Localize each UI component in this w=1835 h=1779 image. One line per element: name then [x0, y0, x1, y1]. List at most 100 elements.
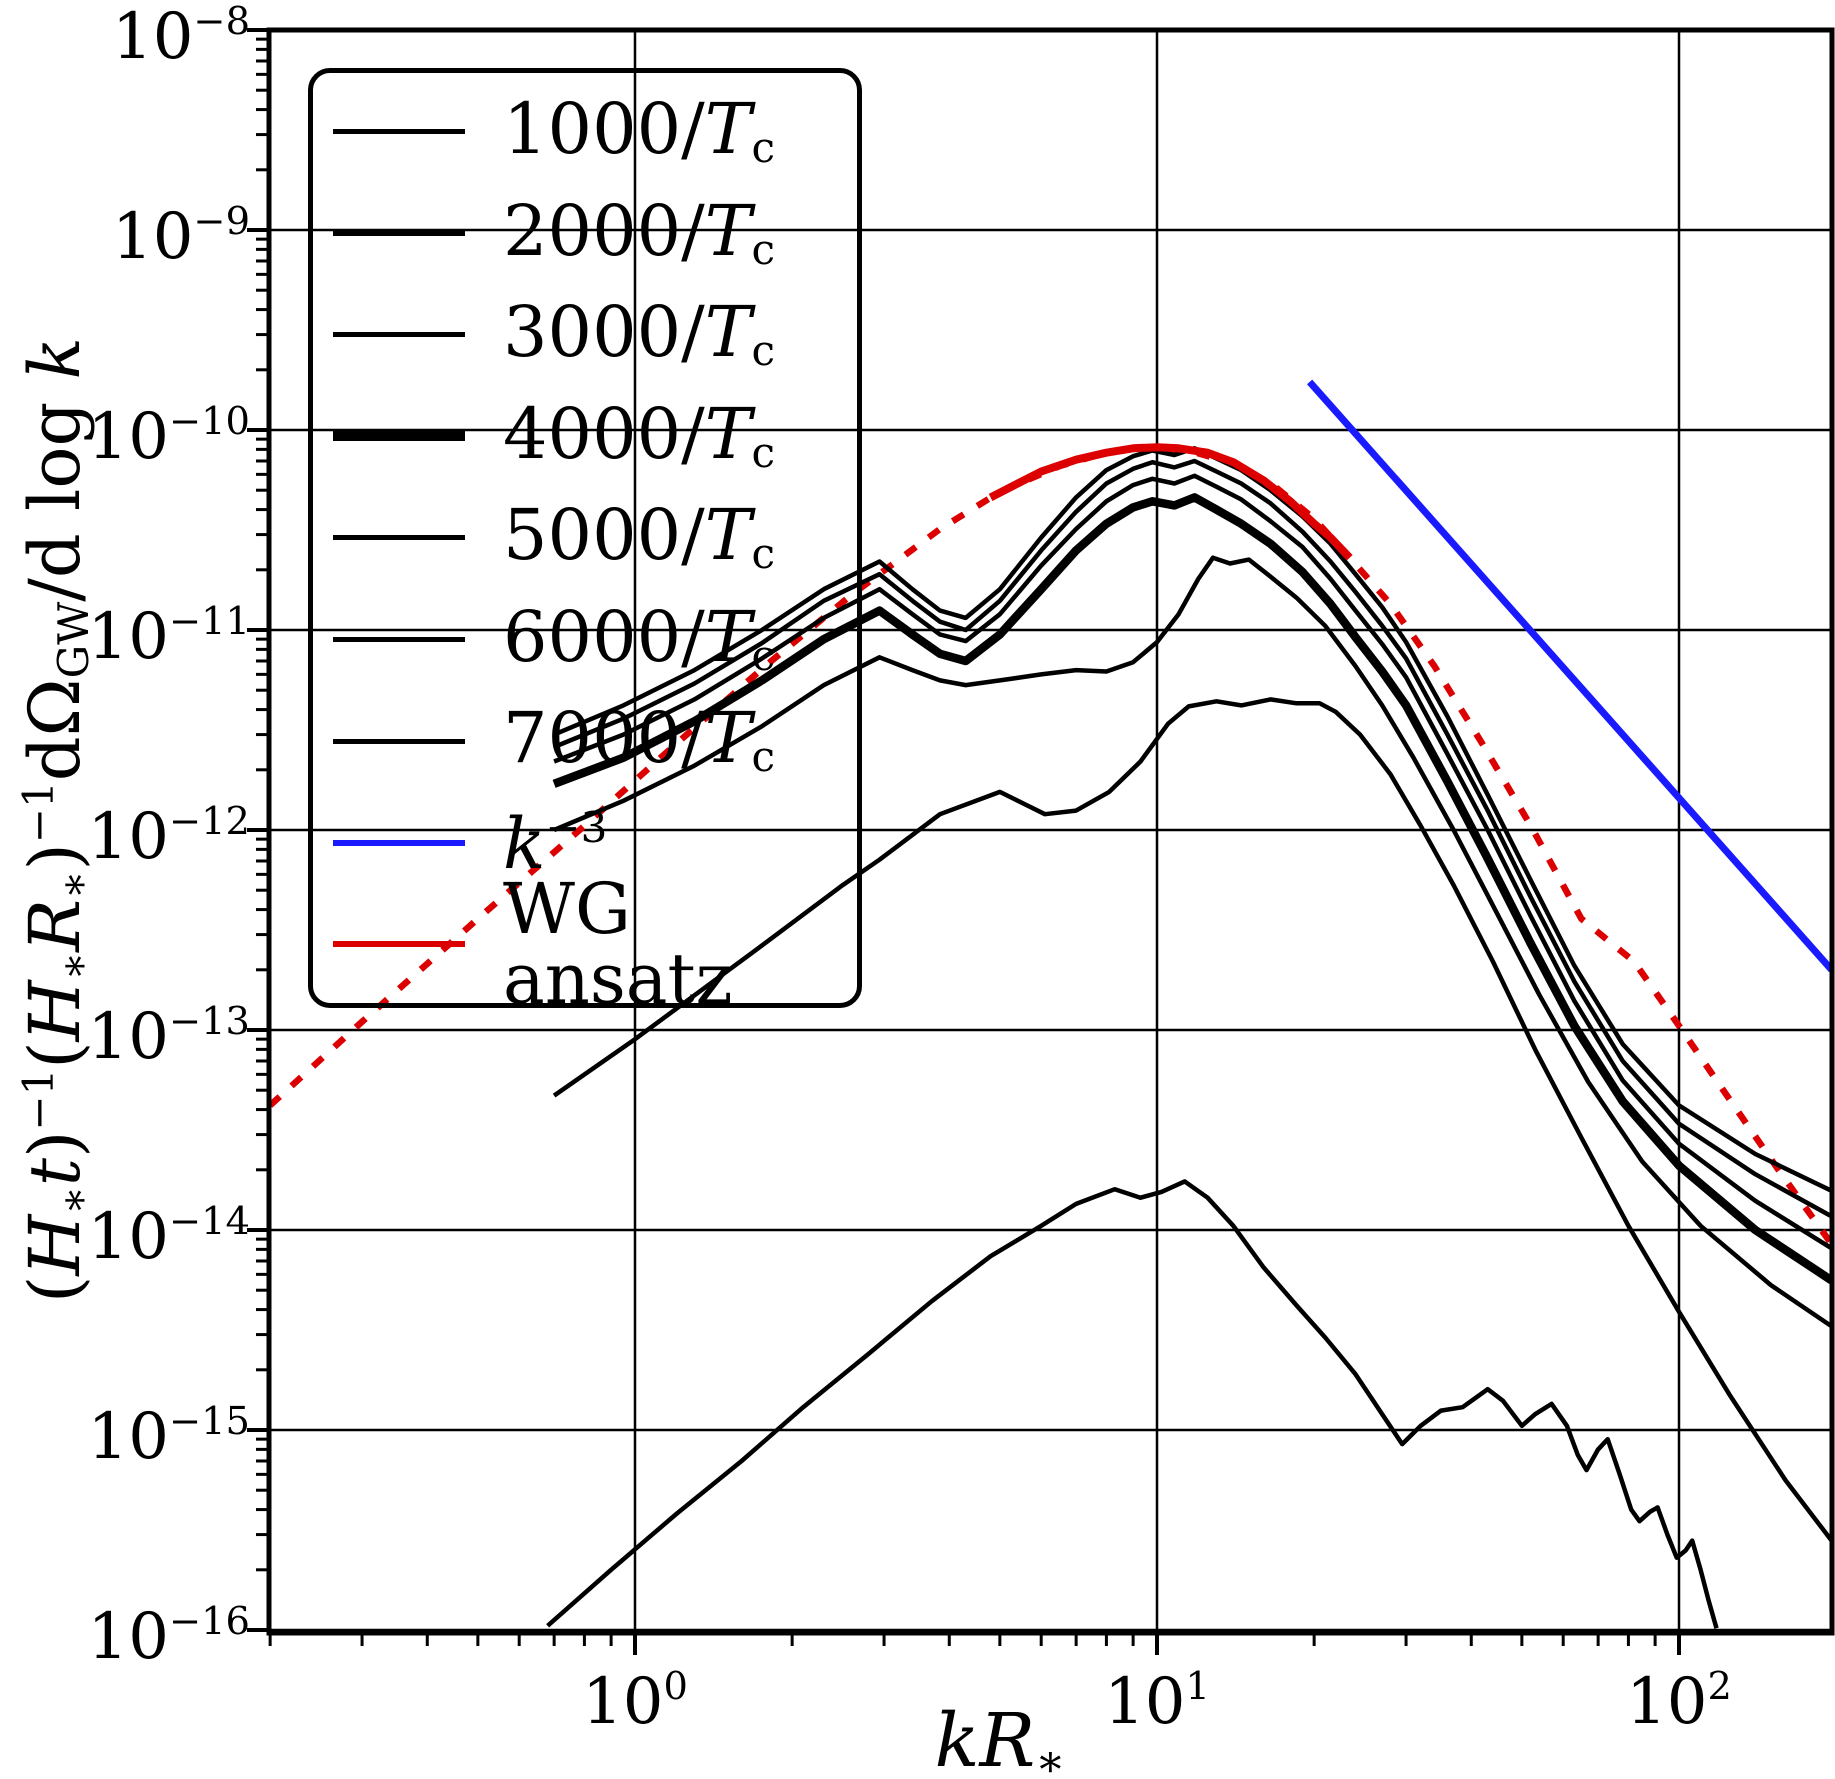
- math-segment: t: [13, 1157, 96, 1187]
- tick-base: 10: [87, 399, 169, 474]
- legend-item-2000Tc: 2000/Tc: [313, 187, 857, 279]
- y-tick-label-1e−14: 10−14: [0, 1202, 250, 1268]
- math-segment: T: [704, 595, 752, 678]
- y-tick-label-1e−12: 10−12: [0, 802, 250, 868]
- math-segment: c: [751, 326, 775, 376]
- math-segment: c: [751, 631, 775, 681]
- math-segment: c: [751, 224, 775, 274]
- tick-exp: −9: [193, 199, 250, 245]
- legend-item-3000Tc: 3000/Tc: [313, 289, 857, 381]
- math-segment: T: [704, 697, 752, 780]
- math-segment: T: [704, 88, 752, 171]
- y-tick-label-1e−9: 10−9: [0, 202, 250, 268]
- legend-label-1000Tc: 1000/Tc: [503, 94, 775, 169]
- legend-line-sample-1000Tc: [333, 129, 465, 135]
- math-segment: 2000/: [503, 189, 705, 272]
- legend-label-5000Tc: 5000/Tc: [503, 500, 775, 575]
- math-segment: R: [979, 1698, 1036, 1779]
- curve-t5000: [553, 473, 1832, 1251]
- legend-item-k-3: k−3: [313, 797, 857, 889]
- tick-base: 10: [87, 799, 169, 874]
- math-segment: c: [751, 428, 775, 478]
- tick-exp: −11: [168, 599, 250, 645]
- math-segment: c: [751, 529, 775, 579]
- math-segment: 7000/: [503, 697, 705, 780]
- legend-line-sample-2000Tc: [333, 230, 465, 236]
- math-segment: T: [704, 291, 752, 374]
- curve-t2000: [552, 697, 1832, 1542]
- math-segment: ∗: [49, 870, 99, 900]
- tick-exp: −10: [168, 399, 250, 445]
- x-tick-label-1e1: 101: [1104, 1667, 1210, 1733]
- legend-line-sample-k-3: [333, 839, 465, 846]
- math-segment: ): [13, 1130, 96, 1158]
- math-segment: T: [704, 189, 752, 272]
- y-tick-label-1e−13: 10−13: [0, 1002, 250, 1068]
- math-segment: 6000/: [503, 595, 705, 678]
- math-segment: 1000/: [503, 88, 705, 171]
- legend-line-sample-WG-ansatz: [333, 941, 465, 948]
- math-segment: WG ansatz: [503, 868, 733, 1021]
- legend-line-sample-3000Tc: [333, 332, 465, 338]
- legend-label-k-3: k−3: [503, 806, 607, 879]
- legend-item-1000Tc: 1000/Tc: [313, 86, 857, 178]
- tick-base: 10: [111, 0, 194, 74]
- tick-exp: −14: [168, 1199, 250, 1245]
- axis-ticks: [247, 28, 1681, 1655]
- tick-base: 10: [87, 1399, 169, 1474]
- curve-t3000: [553, 555, 1832, 1329]
- tick-base: 10: [87, 999, 169, 1074]
- tick-exp: −12: [168, 799, 250, 845]
- legend-item-6000Tc: 6000/Tc: [313, 594, 857, 686]
- tick-exp: −8: [193, 0, 250, 45]
- y-tick-label-1e−16: 10−16: [0, 1602, 250, 1668]
- curve-t6000: [553, 458, 1832, 1219]
- math-segment: ∗: [1035, 1735, 1066, 1779]
- curves: [269, 379, 1832, 1629]
- legend-label-4000Tc: 4000/Tc: [503, 399, 775, 474]
- math-segment: T: [704, 392, 752, 475]
- math-segment: c: [751, 732, 775, 782]
- legend-label-WG-ansatz: WG ansatz: [503, 874, 857, 1014]
- y-tick-label-1e−10: 10−10: [0, 402, 250, 468]
- gridlines: [269, 30, 1832, 1633]
- math-segment: 3000/: [503, 291, 705, 374]
- legend-item-7000Tc: 7000/Tc: [313, 695, 857, 787]
- legend-label-3000Tc: 3000/Tc: [503, 297, 775, 372]
- tick-exp: −13: [168, 999, 250, 1045]
- math-segment: (: [13, 1275, 96, 1303]
- tick-base: 10: [1104, 1664, 1186, 1739]
- legend-label-6000Tc: 6000/Tc: [503, 602, 775, 677]
- legend-label-7000Tc: 7000/Tc: [503, 703, 775, 778]
- math-segment: k: [13, 337, 96, 380]
- legend-label-2000Tc: 2000/Tc: [503, 196, 775, 271]
- legend-item-5000Tc: 5000/Tc: [313, 492, 857, 584]
- tick-exp: 1: [1185, 1664, 1210, 1709]
- math-segment: ∗: [49, 951, 99, 981]
- math-segment: R: [13, 899, 96, 952]
- legend-line-sample-6000Tc: [333, 637, 465, 642]
- tick-base: 10: [1626, 1664, 1708, 1739]
- math-segment: dΩ: [13, 678, 96, 782]
- tick-base: 10: [87, 1199, 169, 1274]
- curve-k_minus_3: [1306, 379, 1832, 973]
- tick-base: 10: [87, 1599, 169, 1674]
- y-tick-label-1e−15: 10−15: [0, 1402, 250, 1468]
- legend-line-sample-4000Tc: [333, 431, 465, 442]
- curve-wg_ansatz_solid: [988, 443, 1353, 561]
- math-segment: c: [751, 123, 775, 173]
- math-segment: 4000/: [503, 392, 705, 475]
- math-segment: T: [704, 494, 752, 577]
- x-tick-label-1e2: 102: [1626, 1667, 1732, 1733]
- math-segment: 5000/: [503, 494, 705, 577]
- legend-item-4000Tc: 4000/Tc: [313, 390, 857, 482]
- x-tick-label-1e0: 100: [582, 1667, 688, 1733]
- legend-line-sample-7000Tc: [333, 738, 465, 744]
- tick-base: 10: [582, 1664, 664, 1739]
- math-segment: −1: [13, 1068, 63, 1131]
- tick-base: 10: [111, 199, 194, 274]
- curve-t4000: [552, 493, 1832, 1284]
- math-segment: k: [503, 802, 546, 885]
